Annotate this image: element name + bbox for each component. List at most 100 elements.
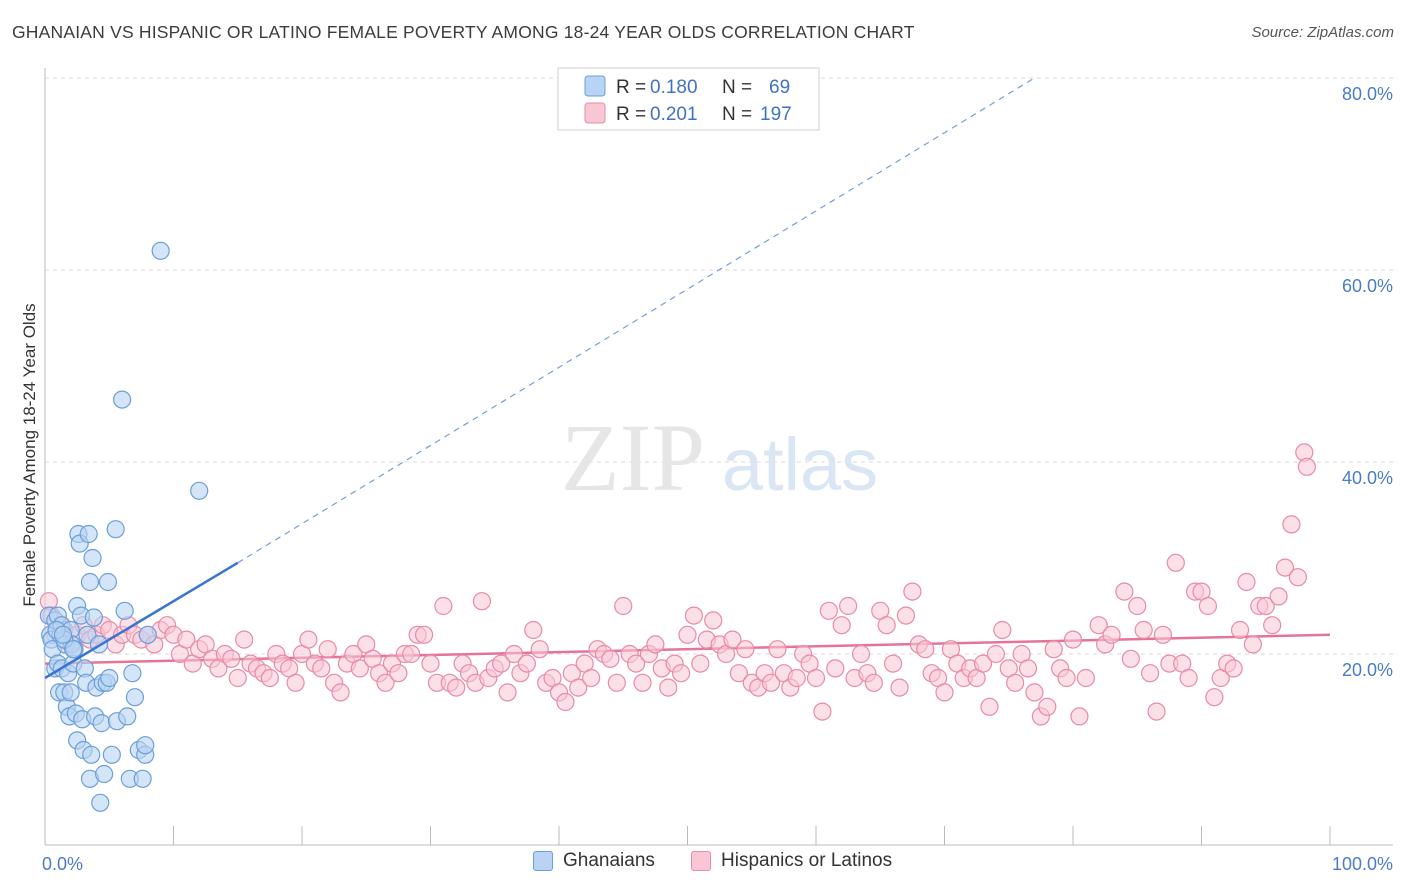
hispanic-point xyxy=(607,673,626,692)
legend-n-value-1: 69 xyxy=(769,77,790,98)
hispanic-point xyxy=(177,630,196,649)
hispanic-point xyxy=(556,692,575,712)
ghanaian-point xyxy=(133,769,152,788)
hispanic-point xyxy=(832,616,851,635)
hispanic-point xyxy=(1038,697,1057,716)
y-tick-labels: 20.0% 40.0% 60.0% 80.0% xyxy=(1342,84,1393,680)
hispanic-point xyxy=(883,654,903,673)
hispanic-point xyxy=(414,625,434,644)
hispanic-point xyxy=(517,654,536,673)
hispanic-point xyxy=(819,601,838,620)
hispanic-point xyxy=(678,625,697,644)
hispanic-point xyxy=(498,683,517,702)
ghanaian-points xyxy=(39,241,239,812)
ghanaian-point xyxy=(102,745,121,764)
hispanic-point xyxy=(331,683,350,702)
hispanic-point xyxy=(729,664,749,683)
hispanic-point xyxy=(228,668,247,688)
hispanic-point xyxy=(1147,702,1166,721)
hispanic-point xyxy=(813,702,832,721)
axes xyxy=(44,68,1393,846)
hispanic-point xyxy=(376,673,395,692)
x-tick-label-max: 100.0% xyxy=(1332,854,1393,874)
hispanic-point xyxy=(1121,649,1140,668)
hispanic-point xyxy=(1269,587,1288,606)
ghanaian-point xyxy=(64,640,83,659)
hispanic-point xyxy=(1076,668,1095,688)
hispanic-point xyxy=(935,683,954,702)
hispanic-point xyxy=(851,644,871,664)
watermark: ZIP atlas xyxy=(561,404,878,511)
chart-title: GHANAIAN VS HISPANIC OR LATINO FEMALE PO… xyxy=(12,22,915,42)
watermark-atlas: atlas xyxy=(722,423,878,506)
hispanic-point xyxy=(1275,558,1295,577)
hispanic-point xyxy=(1044,640,1063,659)
ghanaian-point xyxy=(123,664,142,683)
legend-label-hispanics: Hispanics or Latinos xyxy=(721,850,893,871)
hispanic-point xyxy=(973,654,993,673)
hispanic-point xyxy=(723,630,742,649)
hispanic-point xyxy=(1263,616,1282,635)
hispanic-point xyxy=(633,673,652,692)
ghanaian-point xyxy=(80,572,100,592)
hispanic-point xyxy=(890,678,909,697)
legend-swatch-hispanics xyxy=(584,102,606,124)
legend-n-label-2: N = xyxy=(722,104,752,125)
legend-swatch-ghanaians-bottom xyxy=(533,851,553,871)
hispanic-point xyxy=(1128,596,1147,616)
hispanic-point xyxy=(1063,630,1083,649)
hispanic-point xyxy=(421,654,440,673)
ghanaian-point xyxy=(53,625,73,644)
legend-item-hispanics: Hispanics or Latinos xyxy=(691,850,892,872)
ghanaian-point xyxy=(190,481,209,500)
legend-r-value-1: 0.180 xyxy=(650,77,698,98)
legend-item-ghanaians: Ghanaians xyxy=(533,850,655,872)
trend-lines xyxy=(44,77,1331,665)
hispanic-point xyxy=(614,596,633,616)
hispanic-point xyxy=(896,606,916,625)
ghanaian-point xyxy=(98,572,118,592)
hispanic-point xyxy=(350,659,369,678)
hispanic-point xyxy=(1102,625,1121,644)
hispanic-point xyxy=(286,673,305,692)
hispanic-point xyxy=(569,678,588,697)
ghanaian-point xyxy=(95,764,114,784)
ghanaian-point xyxy=(118,707,137,726)
ghanaian-point xyxy=(115,601,134,620)
hispanic-point xyxy=(646,635,665,654)
ghanaian-point xyxy=(136,736,155,755)
hispanic-point xyxy=(260,668,279,688)
hispanic-point xyxy=(1115,582,1134,601)
hispanic-point xyxy=(1140,664,1160,683)
hispanic-point xyxy=(1224,659,1243,678)
legend-swatch-hispanics-bottom xyxy=(691,851,711,871)
legend-top: R = 0.180 N = 69 R = 0.201 N = 197 xyxy=(557,67,820,131)
hispanic-point xyxy=(986,644,1006,664)
hispanic-point xyxy=(864,673,883,692)
hispanic-point xyxy=(1057,668,1076,688)
hispanic-point xyxy=(916,640,935,659)
hispanic-point xyxy=(447,678,466,697)
y-tick-label: 20.0% xyxy=(1342,660,1393,680)
hispanic-point xyxy=(761,673,781,692)
hispanic-point xyxy=(626,654,646,673)
y-tick-label: 60.0% xyxy=(1342,276,1393,296)
ghanaian-point xyxy=(79,524,98,544)
hispanic-point xyxy=(402,644,421,664)
legend-r-label-1: R = xyxy=(616,77,646,98)
ghanaian-point xyxy=(112,390,132,409)
hispanic-point xyxy=(684,606,704,625)
hispanic-point xyxy=(1018,659,1038,678)
hispanic-point xyxy=(1134,620,1153,640)
hispanic-point xyxy=(671,664,691,683)
hispanic-point xyxy=(1243,635,1263,654)
ghanaian-point xyxy=(151,241,170,260)
hispanic-point xyxy=(980,697,999,716)
hispanic-point xyxy=(1070,707,1089,726)
legend-r-label-2: R = xyxy=(616,104,646,125)
hispanic-point xyxy=(235,630,254,649)
hispanic-point xyxy=(222,649,241,668)
hispanic-point xyxy=(691,654,710,673)
hispanic-point xyxy=(1237,572,1256,592)
ghanaian-trend-extension xyxy=(237,77,1035,564)
